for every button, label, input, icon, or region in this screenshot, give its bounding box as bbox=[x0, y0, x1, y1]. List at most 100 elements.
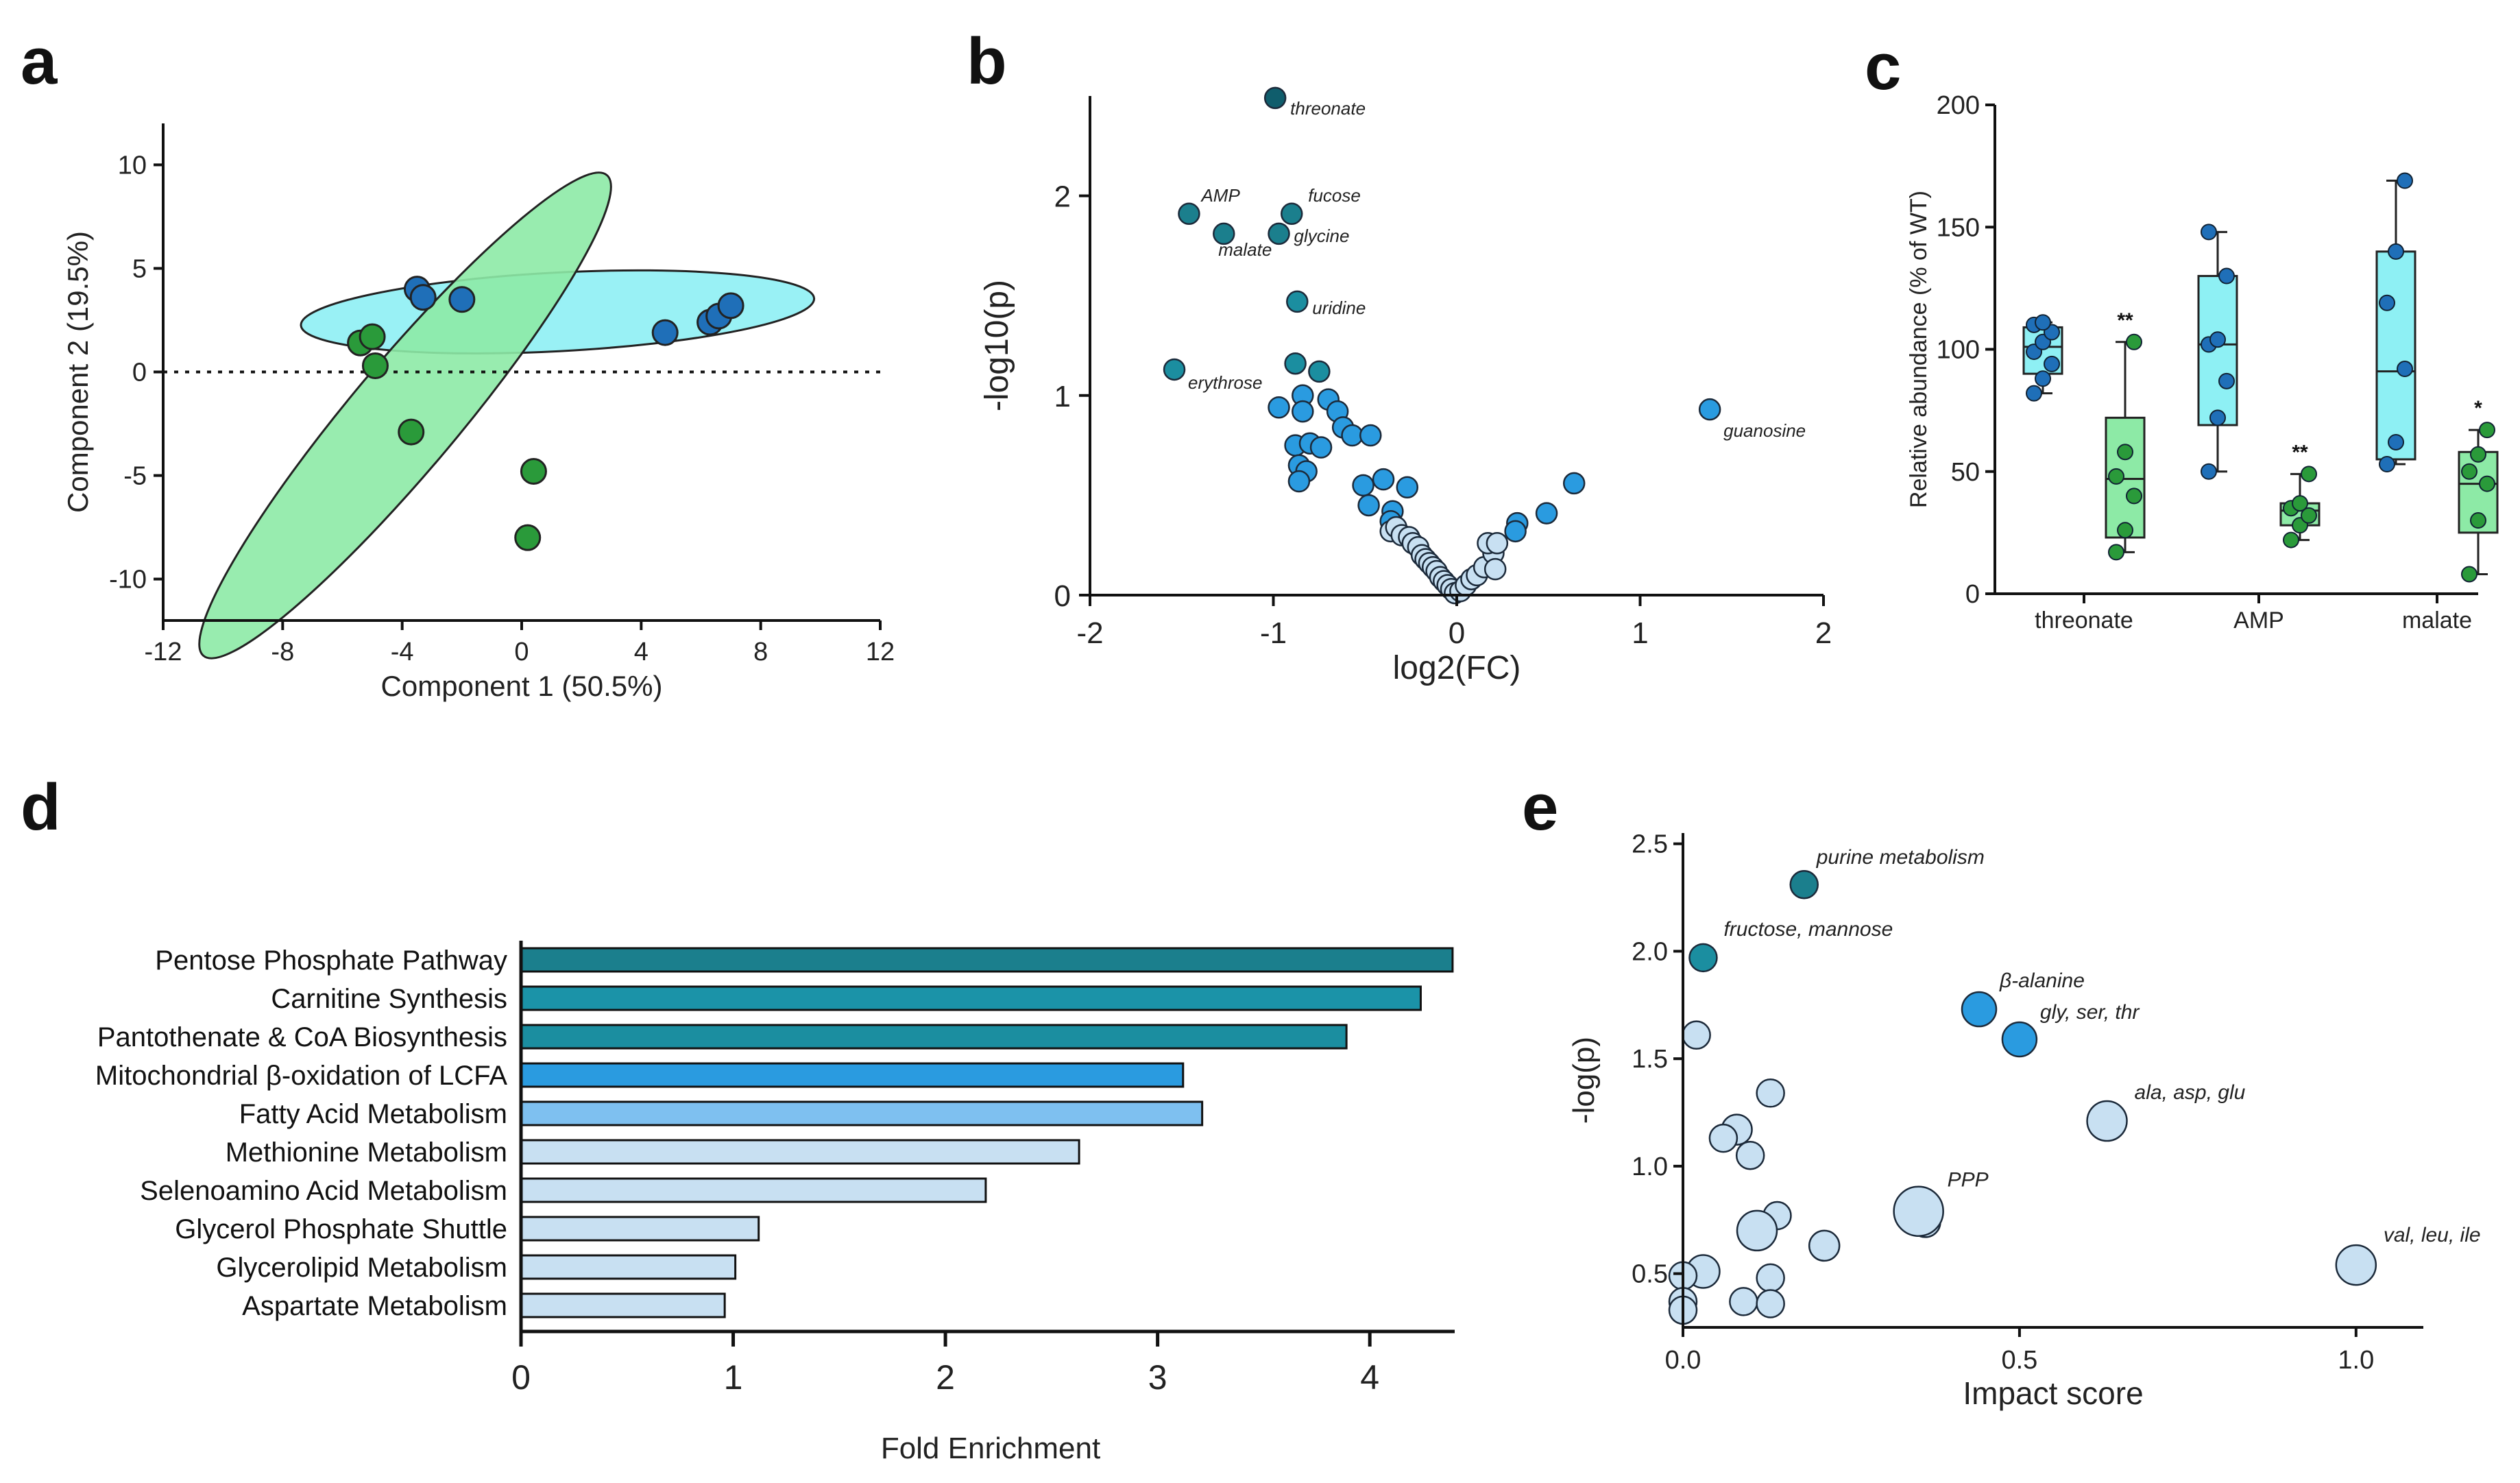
data-point bbox=[2044, 355, 2060, 372]
data-point bbox=[2397, 172, 2413, 189]
point-label: erythrose bbox=[1188, 372, 1262, 393]
pathway-point bbox=[1682, 1020, 1711, 1050]
x-tick-label: 0.0 bbox=[1665, 1346, 1701, 1375]
x-tick-label: 2 bbox=[936, 1358, 955, 1397]
x-tick-label: 0 bbox=[511, 1358, 531, 1397]
point-label: malate bbox=[1218, 239, 1272, 260]
point-mid bbox=[1372, 468, 1395, 491]
point-WT bbox=[409, 284, 437, 311]
point-mid bbox=[1309, 436, 1333, 459]
x-tick-label: -12 bbox=[145, 638, 182, 666]
data-point bbox=[2292, 495, 2308, 512]
y-tick-label: 1 bbox=[1054, 380, 1071, 413]
pathway-label: purine metabolism bbox=[1816, 846, 1985, 869]
data-point bbox=[2379, 456, 2395, 473]
data-point bbox=[2461, 463, 2477, 480]
point-mid bbox=[1287, 470, 1311, 493]
x-tick-label: 1 bbox=[1632, 616, 1648, 650]
pathway-point bbox=[1736, 1209, 1778, 1252]
y-tick-label: 5 bbox=[132, 254, 147, 283]
data-point bbox=[2388, 243, 2404, 260]
pathway-label: β-alanine bbox=[1999, 969, 2085, 992]
box-malate-WT bbox=[2375, 172, 2416, 473]
point-mid bbox=[1504, 520, 1527, 543]
x-tick-label: 4 bbox=[634, 638, 649, 666]
data-point bbox=[2218, 372, 2235, 389]
pathway-label: ala, asp, glu bbox=[2135, 1081, 2246, 1104]
point-mid bbox=[1396, 476, 1419, 499]
x-tick-label: -8 bbox=[271, 638, 294, 666]
panel-a: -12 -8 -4 0 4 8 12 -10 -5 0 5 10 Component 1 (50.5%)… bbox=[62, 123, 895, 702]
box bbox=[2375, 250, 2416, 461]
y-tick-label: 2 bbox=[1054, 180, 1071, 214]
category-label: Glycerol Phosphate Shuttle bbox=[175, 1214, 507, 1244]
panel-letter-c: c bbox=[1865, 30, 1901, 104]
data-point bbox=[2470, 512, 2486, 529]
labeled-point bbox=[1163, 358, 1186, 381]
point-mid bbox=[1292, 400, 1314, 423]
point-label: uridine bbox=[1312, 298, 1366, 318]
significance-marker: * bbox=[2474, 397, 2482, 420]
point-mid bbox=[1357, 494, 1380, 517]
point-WT bbox=[651, 319, 679, 346]
data-point bbox=[2218, 267, 2235, 285]
y-tick-label: 100 bbox=[1937, 336, 1980, 365]
bar bbox=[520, 985, 1422, 1011]
category-label: Selenoamino Acid Metabolism bbox=[140, 1176, 507, 1206]
panel-e: purine metabolism fructose, mannose β-alan… bbox=[1567, 830, 2481, 1411]
x-tick-label: 0 bbox=[1449, 616, 1465, 650]
panel-b: threonate AMP fucose malate glycine uridine er… bbox=[979, 86, 1832, 686]
data-point bbox=[2201, 224, 2217, 241]
labeled-pathway-point bbox=[1789, 869, 1819, 900]
x-tick-label: 8 bbox=[753, 638, 768, 666]
category-label: Mitochondrial β-oxidation of LCFA bbox=[95, 1061, 507, 1091]
y-tick-label: 2.5 bbox=[1632, 830, 1668, 859]
pathway-point bbox=[1756, 1289, 1785, 1318]
y-tick-label: 0 bbox=[132, 359, 147, 387]
point-light bbox=[1483, 557, 1507, 581]
labeled-point bbox=[1268, 222, 1290, 245]
point-KO bbox=[514, 524, 542, 551]
category-label: threonate bbox=[2035, 607, 2133, 634]
y-axis-label: Relative abundance (% of WT) bbox=[1906, 191, 1932, 508]
pathway-point bbox=[1756, 1078, 1785, 1108]
panel-letter-b: b bbox=[967, 25, 1007, 98]
pathway-point bbox=[1756, 1263, 1785, 1293]
point-label: guanosine bbox=[1723, 420, 1806, 441]
point-mid bbox=[1352, 474, 1374, 497]
pathway-label: fructose, mannose bbox=[1723, 918, 1893, 941]
data-point bbox=[2301, 507, 2317, 524]
point-label: AMP bbox=[1200, 185, 1240, 206]
bar bbox=[520, 947, 1454, 973]
data-point bbox=[2126, 333, 2142, 350]
panel-d: Pentose Phosphate Pathway Carnitine Synth… bbox=[95, 941, 1455, 1465]
category-label: Glycerolipid Metabolism bbox=[216, 1253, 507, 1283]
point-mid bbox=[1535, 502, 1558, 525]
data-point bbox=[2397, 361, 2413, 378]
labeled-pathway-point bbox=[2001, 1021, 2038, 1058]
y-tick-label: 150 bbox=[1937, 213, 1980, 242]
pathway-label: val, leu, ile bbox=[2384, 1224, 2481, 1246]
data-point bbox=[2209, 409, 2226, 426]
box-threonate-WT bbox=[2022, 314, 2063, 402]
pathway-point bbox=[1808, 1229, 1841, 1262]
data-point bbox=[2479, 422, 2495, 439]
data-point bbox=[2108, 544, 2124, 561]
y-tick-label: 1.5 bbox=[1632, 1045, 1668, 1074]
point-mid bbox=[1268, 396, 1290, 419]
x-axis-label: Impact score bbox=[1963, 1375, 2143, 1411]
point-label: glycine bbox=[1294, 226, 1350, 246]
point-KO bbox=[359, 323, 386, 350]
bar bbox=[520, 1177, 987, 1203]
data-point bbox=[2026, 385, 2042, 402]
point-KO bbox=[361, 352, 389, 379]
data-point bbox=[2461, 566, 2477, 583]
x-tick-label: -4 bbox=[391, 638, 414, 666]
y-tick-label: 2.0 bbox=[1632, 937, 1668, 966]
x-axis-label: Component 1 (50.5%) bbox=[381, 670, 663, 702]
data-point bbox=[2379, 294, 2395, 311]
category-label: Pentose Phosphate Pathway bbox=[155, 945, 507, 976]
point-WT bbox=[717, 292, 744, 319]
pathway-point bbox=[1708, 1123, 1738, 1153]
pathway-label: gly, ser, thr bbox=[2040, 1001, 2140, 1024]
